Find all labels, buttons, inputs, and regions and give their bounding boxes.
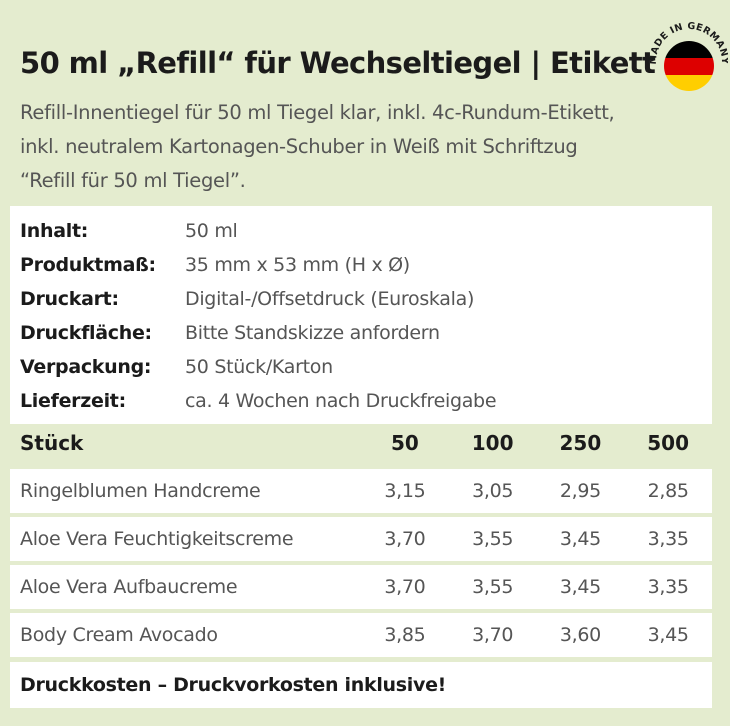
spec-label: Produktmaß: [20,254,156,276]
column-header: 500 [647,431,690,455]
price-cell: 2,95 [559,480,601,502]
spec-label: Lieferzeit: [20,390,126,412]
description-line: inkl. neutralem Kartonagen-Schuber in We… [20,135,578,158]
price-table-header: Stück 50 100 250 500 [10,424,712,462]
price-cell: 3,05 [472,480,514,502]
spec-label: Inhalt: [20,220,89,242]
germany-flag-icon [664,41,714,91]
price-cell: 3,35 [647,528,689,550]
spec-panel: Inhalt: 50 ml Produktmaß: 35 mm x 53 mm … [10,206,712,424]
product-name: Body Cream Avocado [20,624,218,646]
spec-value: Digital-/Offsetdruck (Euroskala) [185,288,475,310]
column-header: 50 [390,431,419,455]
spec-label: Verpackung: [20,356,152,378]
price-cell: 3,70 [384,528,426,550]
spec-value: Bitte Standskizze anfordern [185,322,440,344]
price-cell: 3,70 [384,576,426,598]
price-cell: 3,70 [472,624,514,646]
description-line: Refill-Innentiegel für 50 ml Tiegel klar… [20,101,615,124]
spec-label: Druckart: [20,288,119,310]
product-name: Ringelblumen Handcreme [20,480,261,502]
product-name: Aloe Vera Feuchtigkeitscreme [20,528,294,550]
column-header: 250 [559,431,602,455]
price-cell: 3,55 [472,528,514,550]
spec-value: ca. 4 Wochen nach Druckfreigabe [185,390,497,412]
spec-row-druckart: Druckart: Digital-/Offsetdruck (Euroskal… [20,282,712,316]
product-description: Refill-Innentiegel für 50 ml Tiegel klar… [20,96,710,198]
column-header: Stück [20,431,84,455]
spec-value: 50 Stück/Karton [185,356,333,378]
price-cell: 3,60 [559,624,601,646]
table-row: Aloe Vera Aufbaucreme 3,70 3,55 3,45 3,3… [10,565,712,609]
column-header: 100 [471,431,514,455]
spec-row-verpackung: Verpackung: 50 Stück/Karton [20,350,712,384]
table-row: Aloe Vera Feuchtigkeitscreme 3,70 3,55 3… [10,517,712,561]
price-cell: 3,15 [384,480,426,502]
price-cell: 3,35 [647,576,689,598]
description-line: “Refill für 50 ml Tiegel”. [20,169,246,192]
spec-value: 35 mm x 53 mm (H x Ø) [185,254,410,276]
made-in-germany-badge: MADE IN GERMANY [650,21,728,91]
price-cell: 3,45 [559,576,601,598]
table-row: Body Cream Avocado 3,85 3,70 3,60 3,45 [10,613,712,657]
table-row: Ringelblumen Handcreme 3,15 3,05 2,95 2,… [10,469,712,513]
spec-row-produktmass: Produktmaß: 35 mm x 53 mm (H x Ø) [20,248,712,282]
spec-label: Druckfläche: [20,322,152,344]
price-cell: 3,45 [647,624,689,646]
spec-row-druckflaeche: Druckfläche: Bitte Standskizze anfordern [20,316,712,350]
price-cell: 3,85 [384,624,426,646]
spec-row-lieferzeit: Lieferzeit: ca. 4 Wochen nach Druckfreig… [20,384,712,418]
spec-value: 50 ml [185,220,238,242]
spec-row-inhalt: Inhalt: 50 ml [20,214,712,248]
price-cell: 3,45 [559,528,601,550]
footer-note: Druckkosten – Druckvorkosten inklusive! [10,662,712,708]
page-title: 50 ml „Refill“ für Wechseltiegel | Etike… [20,46,656,80]
price-cell: 2,85 [647,480,689,502]
product-name: Aloe Vera Aufbaucreme [20,576,238,598]
price-cell: 3,55 [472,576,514,598]
